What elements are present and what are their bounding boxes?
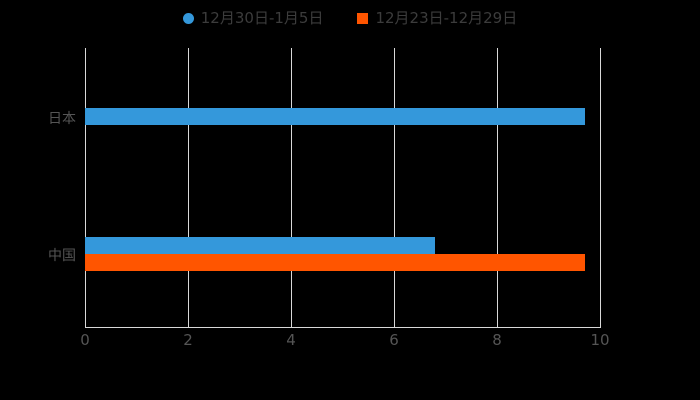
x-axis-tick-10 — [600, 322, 601, 327]
bar-中国-series-2[interactable] — [85, 253, 585, 271]
x-axis-tick-8 — [497, 322, 498, 327]
y-axis-label-china: 中国 — [48, 247, 76, 264]
square-marker-icon — [357, 12, 369, 24]
legend-label-series-2: 12月23日-12月29日 — [375, 8, 518, 27]
bar-中国-series-1[interactable] — [85, 236, 436, 254]
y-axis-label-japan: 日本 — [48, 110, 76, 127]
bar-日本-series-1[interactable] — [85, 108, 585, 125]
gridline-x-4 — [291, 48, 292, 322]
x-axis-tick-label-6: 6 — [389, 331, 399, 349]
gridline-x-0 — [85, 48, 86, 322]
x-axis-tick-label-10: 10 — [590, 331, 610, 349]
gridline-x-2 — [188, 48, 189, 322]
x-axis-tick-4 — [291, 322, 292, 327]
legend-item-series-1[interactable]: 12月30日-1月5日 — [182, 8, 324, 27]
chart-legend: 12月30日-1月5日 12月23日-12月29日 — [0, 6, 700, 30]
gridline-x-10 — [600, 48, 601, 322]
x-axis-tick-label-0: 0 — [80, 331, 90, 349]
gridline-x-6 — [394, 48, 395, 322]
x-axis-tick-2 — [188, 322, 189, 327]
x-axis-tick-6 — [394, 322, 395, 327]
x-axis-tick-0 — [85, 322, 86, 327]
plot-area — [85, 48, 601, 322]
x-axis-line — [85, 327, 601, 328]
legend-item-series-2[interactable]: 12月23日-12月29日 — [357, 8, 518, 27]
y-axis-labels: 日本 中国 — [0, 0, 76, 400]
circle-marker-icon — [182, 12, 194, 24]
legend-label-series-1: 12月30日-1月5日 — [200, 8, 324, 27]
x-axis-tick-label-2: 2 — [183, 331, 193, 349]
x-axis-tick-label-4: 4 — [286, 331, 296, 349]
gridline-x-8 — [497, 48, 498, 322]
x-axis-tick-label-8: 8 — [492, 331, 502, 349]
